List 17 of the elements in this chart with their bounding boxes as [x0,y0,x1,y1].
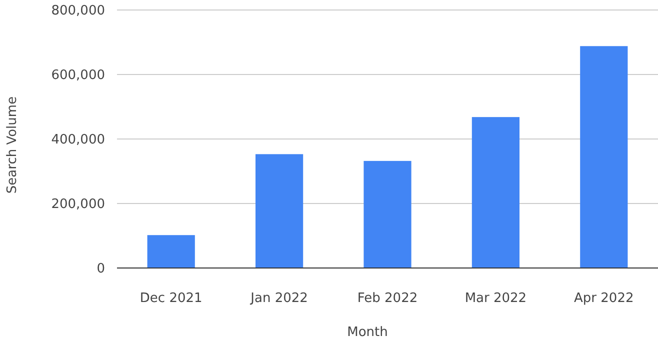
y-tick-label: 400,000 [51,132,105,148]
x-tick-label: Dec 2021 [140,291,202,306]
x-tick-label: Jan 2022 [250,291,308,306]
x-axis-title: Month [347,325,388,340]
y-tick-label: 800,000 [51,4,105,19]
y-tick-label: 0 [96,262,105,277]
x-tick-label: Apr 2022 [574,291,634,306]
bar [580,46,628,268]
bar [364,160,412,268]
x-tick-label: Mar 2022 [464,291,527,306]
bar [472,117,520,268]
x-tick-label: Feb 2022 [357,291,418,306]
bar [147,235,195,268]
bar [255,154,304,268]
y-tick-label: 600,000 [51,68,105,84]
y-tick-label: 200,000 [51,197,105,212]
y-axis-title: Search Volume [5,96,20,194]
